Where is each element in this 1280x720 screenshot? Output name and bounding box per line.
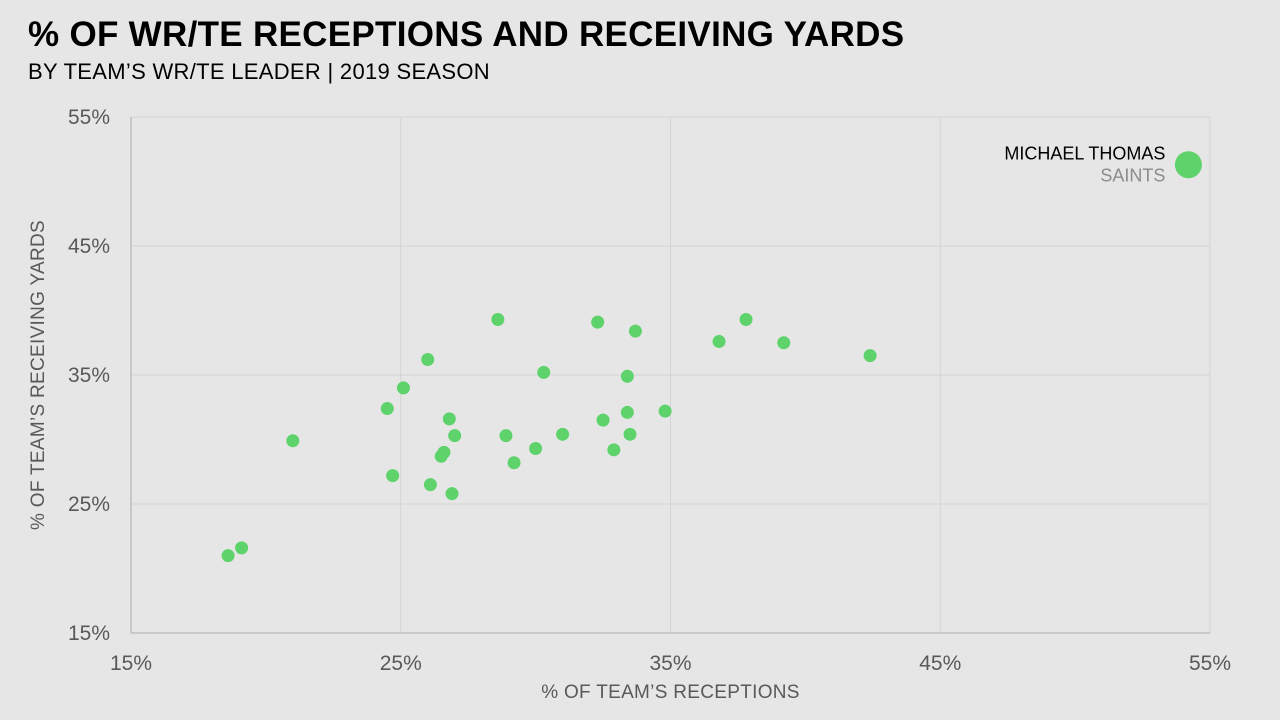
data-point [221, 549, 235, 563]
x-tick-label: 45% [919, 652, 961, 675]
data-point [620, 369, 634, 383]
x-tick-label: 25% [380, 652, 422, 675]
data-point [623, 427, 637, 441]
data-point [423, 478, 437, 492]
x-tick-label: 15% [110, 652, 152, 675]
data-point [712, 334, 726, 348]
data-point [658, 404, 672, 418]
tick-labels: 15% 25% 35% 45% 55% 15% 25% 35% 45% 55% [68, 106, 1231, 675]
y-tick-label: 35% [68, 364, 110, 387]
y-tick-label: 25% [68, 493, 110, 516]
data-point [437, 445, 451, 459]
data-point [286, 434, 300, 448]
highlight-player-name: MICHAEL THOMAS [1004, 144, 1165, 164]
data-point [556, 427, 570, 441]
chart-title: % OF WR/TE RECEPTIONS AND RECEIVING YARD… [28, 15, 905, 54]
data-point [596, 413, 610, 427]
data-point [591, 315, 605, 329]
axes [130, 117, 1210, 634]
highlight-point [1174, 151, 1202, 179]
data-point [529, 442, 543, 456]
y-tick-label: 15% [68, 622, 110, 645]
data-point [386, 469, 400, 483]
data-point [491, 313, 505, 327]
data-points [221, 313, 877, 563]
y-tick-label: 55% [68, 106, 110, 129]
data-point [380, 402, 394, 416]
y-axis-label: % OF TEAM’S RECEIVING YARDS [28, 220, 49, 530]
x-tick-label: 35% [649, 652, 691, 675]
data-point [863, 349, 877, 363]
data-point [396, 381, 410, 395]
highlight-team-name: SAINTS [1100, 166, 1165, 186]
data-point [448, 429, 462, 443]
chart-subtitle: BY TEAM’S WR/TE LEADER | 2019 SEASON [28, 59, 490, 84]
data-point [445, 487, 459, 501]
x-axis-label: % OF TEAM’S RECEPTIONS [541, 682, 800, 703]
data-point [499, 429, 513, 443]
data-point [777, 336, 791, 350]
data-point [739, 313, 753, 327]
data-point [628, 324, 642, 338]
x-tick-label: 55% [1189, 652, 1231, 675]
grid-lines [131, 116, 1211, 633]
y-tick-label: 45% [68, 235, 110, 258]
data-point [607, 443, 621, 457]
data-point [620, 405, 634, 419]
data-point [537, 365, 551, 379]
data-point [442, 412, 456, 426]
data-point [421, 353, 435, 367]
data-point [507, 456, 521, 470]
data-point [235, 541, 249, 555]
